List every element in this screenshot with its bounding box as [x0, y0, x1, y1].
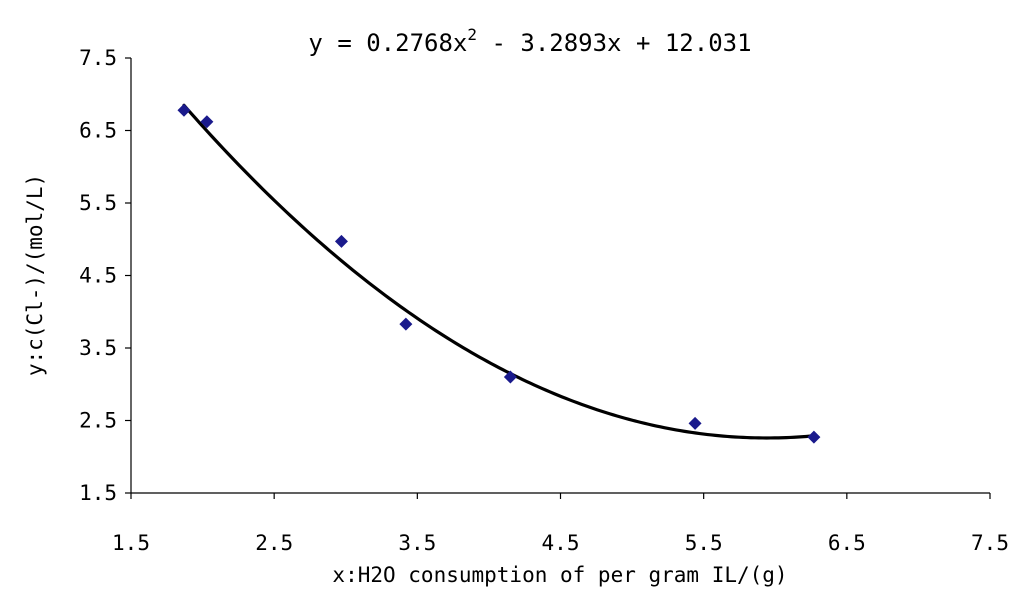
y-tick-label: 7.5	[79, 46, 117, 70]
x-tick-label: 5.5	[685, 531, 723, 555]
data-point	[399, 317, 413, 331]
x-tick-label: 6.5	[828, 531, 866, 555]
data-point	[200, 115, 214, 129]
equation-rest: - 3.2893x + 12.031	[477, 29, 752, 57]
x-axis-ticks: 1.5 2.5 3.5 4.5 5.5 6.5 7.5	[112, 493, 1009, 555]
y-tick-label: 6.5	[79, 119, 117, 143]
x-tick-label: 7.5	[971, 531, 1009, 555]
trendline-equation: y = 0.2768x2 - 3.2893x + 12.031	[308, 25, 751, 57]
y-tick-label: 4.5	[79, 264, 117, 288]
x-tick-label: 2.5	[255, 531, 293, 555]
y-axis-title: y:c(Cl-)/(mol/L)	[23, 174, 47, 376]
equation-main: y = 0.2768x	[308, 29, 467, 57]
trendline	[182, 103, 816, 440]
y-tick-label: 3.5	[79, 336, 117, 360]
x-axis-title: x:H2O consumption of per gram IL/(g)	[332, 563, 787, 587]
y-tick-label: 5.5	[79, 191, 117, 215]
data-point	[807, 430, 821, 444]
data-point	[503, 370, 517, 384]
x-tick-label: 3.5	[398, 531, 436, 555]
equation-exponent: 2	[467, 25, 477, 44]
y-axis-ticks: 1.5 2.5 3.5 4.5 5.5 6.5 7.5	[79, 46, 131, 505]
data-point	[177, 103, 191, 117]
x-tick-label: 4.5	[542, 531, 580, 555]
data-points	[177, 103, 821, 444]
data-point	[334, 234, 348, 248]
x-tick-label: 1.5	[112, 531, 150, 555]
data-point	[688, 416, 702, 430]
y-tick-label: 1.5	[79, 481, 117, 505]
y-tick-label: 2.5	[79, 409, 117, 433]
